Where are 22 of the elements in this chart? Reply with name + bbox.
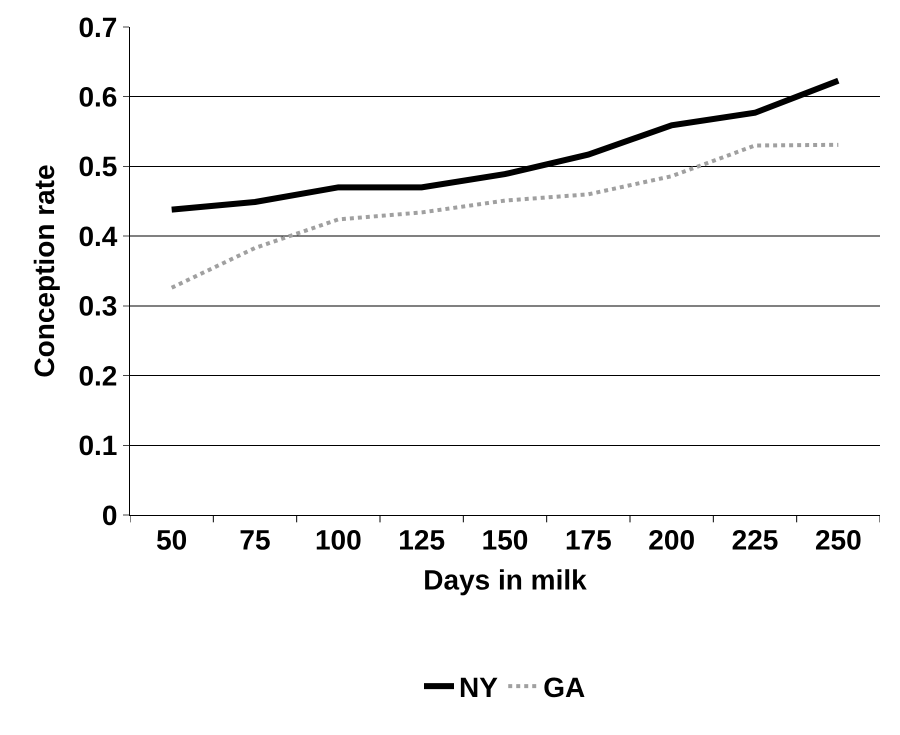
x-tick-label: 250 — [814, 524, 862, 556]
y-tick-label: 0.6 — [78, 82, 118, 113]
x-tick-label: 175 — [564, 524, 612, 556]
y-tick-label: 0.1 — [78, 430, 118, 462]
x-tick-label: 50 — [156, 524, 188, 556]
x-tick-label: 200 — [648, 524, 696, 556]
y-tick-label: 0.5 — [78, 151, 118, 182]
x-axis-title: Days in milk — [423, 564, 588, 596]
x-tick-label: 100 — [314, 524, 362, 556]
y-tick-label: 0.3 — [78, 290, 118, 322]
x-tick-label: 150 — [482, 524, 528, 556]
y-tick-label: 0 — [102, 500, 118, 531]
y-tick-label: 0.7 — [78, 12, 118, 43]
x-tick-label: 225 — [732, 524, 778, 556]
legend-label: GA — [543, 672, 586, 704]
y-axis-title: Conception rate — [29, 164, 60, 378]
line-series — [170, 142, 840, 290]
x-tick-label: 125 — [398, 524, 446, 556]
legend-label: NY — [459, 672, 498, 704]
y-tick-label: 0.4 — [78, 220, 118, 252]
x-tick-label: 75 — [239, 524, 271, 556]
y-tick-label: 0.2 — [78, 360, 118, 392]
